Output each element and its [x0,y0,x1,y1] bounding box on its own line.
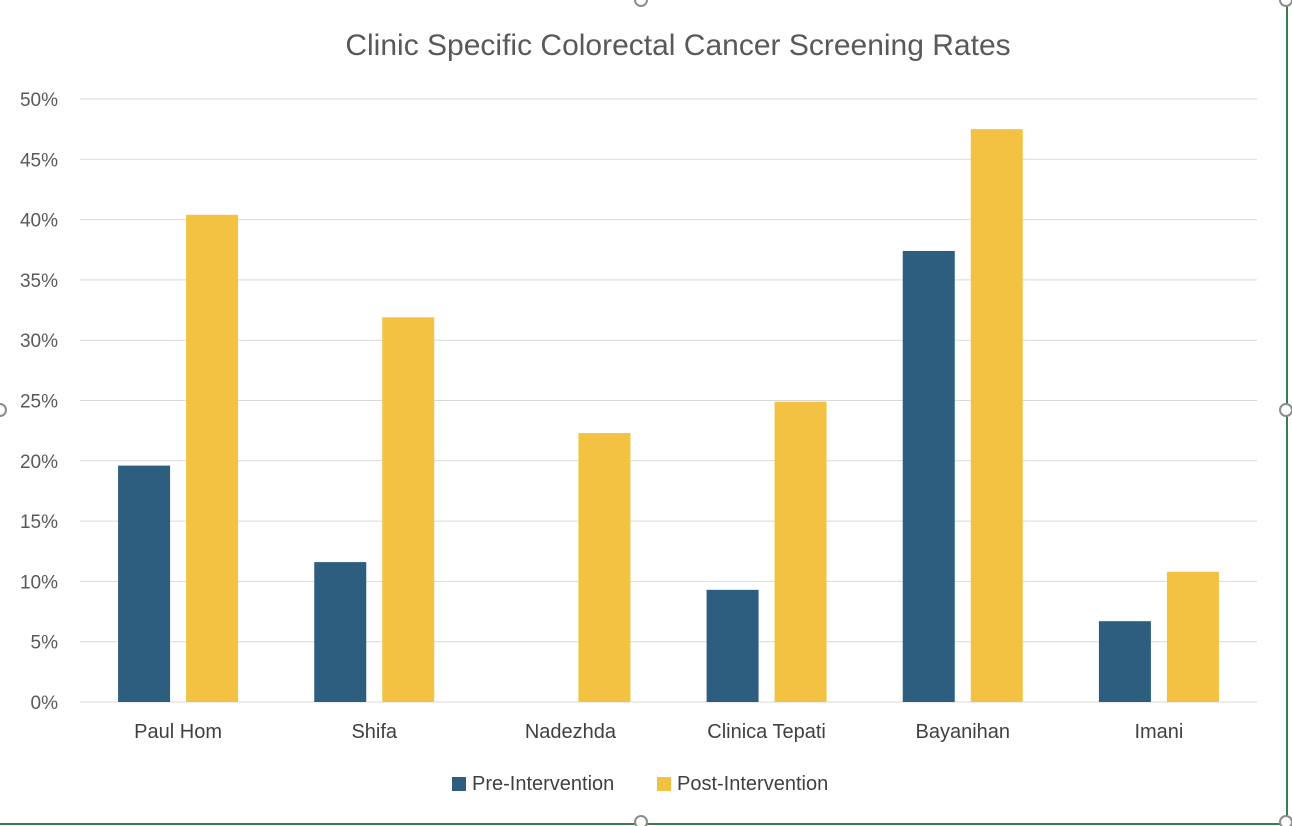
y-tick-label: 10% [20,572,58,593]
x-category-label: Paul Hom [134,721,222,743]
y-tick-label: 25% [20,392,58,413]
x-category-label: Nadezhda [525,721,617,743]
x-category-label: Clinica Tepati [707,721,826,743]
resize-handle[interactable] [1279,403,1292,417]
bar-pre-shifa [314,562,367,702]
bar-pre-imani [1098,621,1151,702]
y-tick-label: 45% [20,150,58,171]
x-category-label: Bayanihan [915,721,1010,743]
bar-post-imani [1166,571,1219,702]
x-category-label: Imani [1134,721,1183,743]
resize-handle[interactable] [1279,0,1292,7]
chart-title: Clinic Specific Colorectal Cancer Screen… [345,29,1010,62]
legend: Pre-Intervention Post-Intervention [452,773,828,795]
resize-handle[interactable] [1279,815,1292,826]
y-tick-label: 20% [20,452,58,473]
y-axis-ticks: 0% 5% 10% 15% 20% 25% 30% 35% 40% 45% 50% [20,90,58,714]
y-tick-label: 30% [20,331,58,352]
resize-handle[interactable] [634,0,648,7]
bars [118,129,1219,702]
bar-post-shifa [382,317,435,702]
bar-post-clinica-tepati [774,401,827,702]
legend-label: Post-Intervention [677,773,828,795]
bar-pre-paul-hom [118,465,171,702]
y-tick-label: 15% [20,512,58,533]
bar-pre-clinica-tepati [706,589,759,702]
bar-pre-bayanihan [902,250,955,702]
y-tick-label: 40% [20,211,58,232]
bar-post-paul-hom [186,214,239,702]
y-tick-label: 50% [20,90,58,111]
bar-post-nadezhda [578,433,631,702]
legend-swatch [452,777,466,791]
legend-label: Pre-Intervention [472,773,614,795]
gridlines [80,98,1257,703]
legend-swatch [657,777,671,791]
bar-post-bayanihan [970,129,1023,702]
x-category-label: Shifa [351,721,397,743]
y-tick-label: 5% [31,633,59,654]
x-axis-categories: Paul Hom Shifa Nadezhda Clinica Tepati Bayan… [134,721,1183,743]
resize-handle[interactable] [0,403,7,417]
resize-handle[interactable] [634,815,648,826]
y-tick-label: 0% [31,693,59,714]
y-tick-label: 35% [20,271,58,292]
